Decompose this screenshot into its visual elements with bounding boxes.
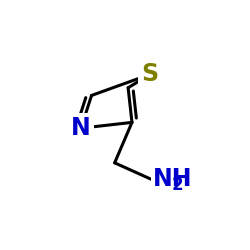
Text: NH: NH — [153, 167, 193, 191]
Text: 2: 2 — [172, 176, 183, 194]
Text: S: S — [142, 62, 159, 86]
Text: N: N — [71, 116, 91, 140]
